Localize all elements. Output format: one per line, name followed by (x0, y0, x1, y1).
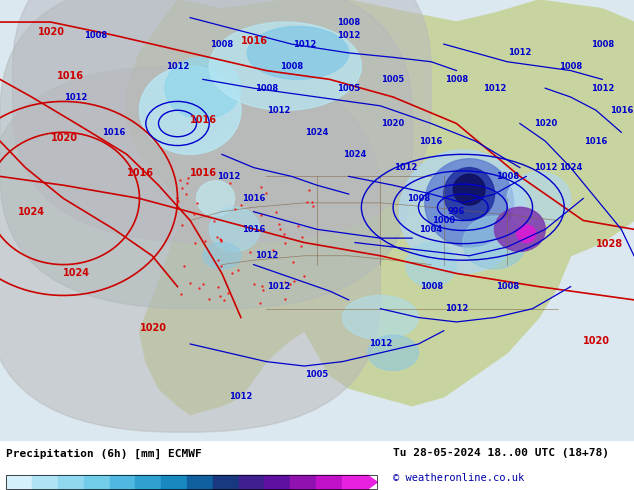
Text: 1020: 1020 (534, 119, 557, 128)
Ellipse shape (425, 159, 514, 247)
Text: 1012: 1012 (445, 304, 468, 313)
Ellipse shape (406, 243, 456, 287)
Text: 1008: 1008 (280, 62, 303, 71)
Bar (264, 475, 290, 489)
Ellipse shape (139, 66, 241, 154)
Ellipse shape (197, 181, 235, 216)
Text: 1012: 1012 (293, 40, 316, 49)
Bar (6, 475, 377, 489)
Text: © weatheronline.co.uk: © weatheronline.co.uk (393, 473, 524, 483)
Text: 1008: 1008 (84, 31, 107, 40)
Text: 1024: 1024 (18, 207, 45, 217)
Bar (238, 475, 264, 489)
Polygon shape (368, 475, 377, 489)
Text: 1012: 1012 (483, 84, 506, 93)
Ellipse shape (507, 172, 571, 225)
Text: 1000: 1000 (432, 216, 455, 225)
Text: 1012: 1012 (369, 340, 392, 348)
Text: 1020: 1020 (382, 119, 404, 128)
Text: 1012: 1012 (217, 172, 240, 181)
Text: 1012: 1012 (337, 31, 360, 40)
Text: 1008: 1008 (559, 62, 582, 71)
Ellipse shape (495, 207, 545, 251)
Polygon shape (127, 0, 634, 415)
FancyBboxPatch shape (0, 66, 380, 432)
Ellipse shape (342, 295, 418, 340)
Text: 996: 996 (448, 207, 465, 216)
Text: 1008: 1008 (407, 194, 430, 203)
Ellipse shape (453, 174, 485, 205)
Text: 1005: 1005 (382, 75, 404, 84)
Ellipse shape (517, 225, 536, 243)
Bar (342, 475, 368, 489)
Bar (32, 475, 58, 489)
Text: 1028: 1028 (596, 239, 623, 249)
Text: 1020: 1020 (139, 323, 167, 333)
Text: 1008: 1008 (420, 282, 443, 291)
Text: 1016: 1016 (420, 137, 443, 146)
Bar (110, 475, 136, 489)
Ellipse shape (399, 150, 526, 273)
Text: 1005: 1005 (337, 84, 360, 93)
Text: 1012: 1012 (591, 84, 614, 93)
Text: 1008: 1008 (255, 84, 278, 93)
Text: 1016: 1016 (242, 194, 265, 203)
Text: 1008: 1008 (445, 75, 468, 84)
Bar (187, 475, 213, 489)
FancyBboxPatch shape (13, 0, 431, 243)
Text: 1016: 1016 (190, 169, 217, 178)
Text: 1012: 1012 (508, 49, 531, 57)
Text: 1020: 1020 (583, 336, 611, 346)
Bar (136, 475, 161, 489)
Text: 1005: 1005 (306, 370, 328, 379)
Text: Tu 28-05-2024 18..00 UTC (18+78): Tu 28-05-2024 18..00 UTC (18+78) (393, 448, 609, 458)
Text: 1004: 1004 (420, 225, 443, 234)
Ellipse shape (165, 57, 241, 119)
Text: 1016: 1016 (103, 128, 126, 137)
Text: 1008: 1008 (591, 40, 614, 49)
Text: 1012: 1012 (255, 251, 278, 260)
Text: 1008: 1008 (337, 18, 360, 26)
Bar (58, 475, 84, 489)
Bar (6, 475, 32, 489)
Text: 1016: 1016 (242, 225, 265, 234)
Text: 1016: 1016 (127, 169, 154, 178)
Text: 1024: 1024 (559, 163, 582, 172)
Text: 1012: 1012 (534, 163, 557, 172)
Text: 1016: 1016 (585, 137, 607, 146)
Text: 1012: 1012 (268, 282, 290, 291)
Text: 1016: 1016 (57, 72, 84, 81)
Bar (84, 475, 110, 489)
Text: 1012: 1012 (65, 93, 87, 101)
Text: 1012: 1012 (268, 106, 290, 115)
Text: 1020: 1020 (38, 27, 65, 37)
Text: 1012: 1012 (394, 163, 417, 172)
Text: 1016: 1016 (190, 116, 217, 125)
Text: 1012: 1012 (166, 62, 189, 71)
Ellipse shape (247, 26, 349, 79)
Text: 1024: 1024 (63, 269, 89, 278)
Text: 1012: 1012 (230, 392, 252, 401)
Ellipse shape (209, 22, 361, 110)
Ellipse shape (463, 216, 526, 269)
Text: 1024: 1024 (306, 128, 328, 137)
Ellipse shape (209, 207, 260, 251)
Ellipse shape (444, 168, 495, 220)
Text: 1008: 1008 (496, 282, 519, 291)
Ellipse shape (203, 243, 241, 269)
Bar (213, 475, 238, 489)
FancyBboxPatch shape (0, 0, 412, 309)
Text: Precipitation (6h) [mm] ECMWF: Precipitation (6h) [mm] ECMWF (6, 448, 202, 459)
Ellipse shape (368, 335, 418, 370)
Bar (290, 475, 316, 489)
Text: 1020: 1020 (51, 133, 78, 143)
Bar (316, 475, 342, 489)
Text: 1008: 1008 (496, 172, 519, 181)
Bar (161, 475, 187, 489)
Text: 1008: 1008 (210, 40, 233, 49)
Text: 1024: 1024 (344, 150, 366, 159)
Text: 1016: 1016 (610, 106, 633, 115)
Text: 1016: 1016 (241, 36, 268, 46)
